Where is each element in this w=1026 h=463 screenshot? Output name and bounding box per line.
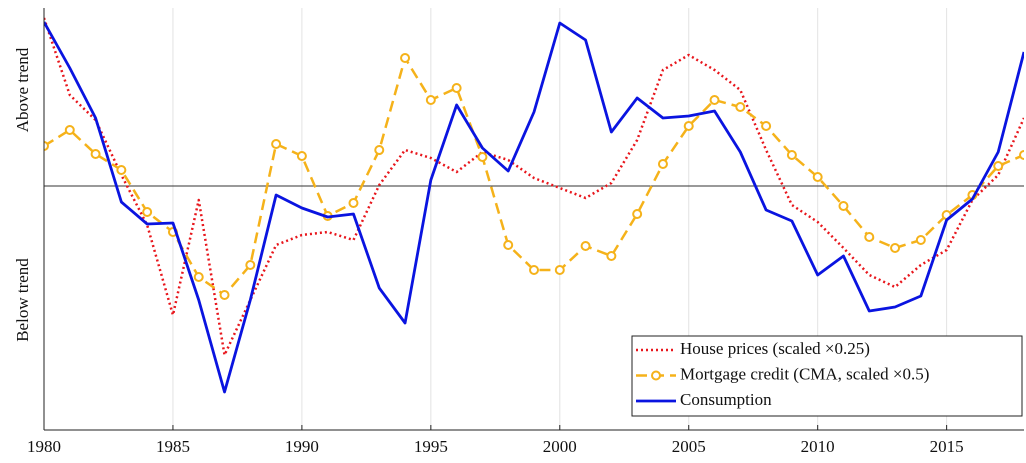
series-marker — [1019, 150, 1024, 160]
series-marker — [632, 209, 643, 219]
legend-box — [631, 335, 1023, 417]
series-marker — [90, 149, 101, 159]
x-tick-label: 2015 — [930, 437, 964, 456]
series-marker — [193, 272, 204, 282]
legend-label: Mortgage credit (CMA, scaled ×0.5) — [680, 364, 929, 383]
series-marker — [219, 290, 230, 300]
series-marker — [606, 251, 617, 261]
series-marker — [683, 121, 694, 131]
series-marker — [64, 125, 75, 135]
series-marker — [44, 141, 49, 151]
series-marker — [786, 150, 797, 160]
series-marker — [116, 165, 127, 175]
legend-label: Consumption — [680, 390, 772, 409]
x-tick-label: 1980 — [27, 437, 61, 456]
series-marker — [864, 232, 875, 242]
series-marker — [993, 161, 1004, 171]
series-marker — [348, 198, 359, 208]
series-marker — [142, 207, 153, 217]
series-marker — [709, 95, 720, 105]
y-label-below: Below trend — [13, 258, 32, 342]
series-marker — [503, 240, 514, 250]
series-line — [44, 56, 1024, 297]
series-marker — [374, 145, 385, 155]
series-marker — [529, 265, 539, 275]
series-marker — [812, 172, 823, 182]
x-tick-label: 1990 — [285, 437, 319, 456]
series-marker — [296, 151, 307, 161]
series-marker — [451, 83, 462, 93]
series-marker — [735, 102, 746, 112]
series-marker — [580, 241, 591, 251]
series-marker — [761, 121, 772, 131]
y-label-above: Above trend — [13, 47, 32, 132]
series-marker — [425, 95, 436, 105]
series-marker — [890, 243, 901, 253]
series-line — [44, 21, 1024, 394]
series-marker — [271, 139, 282, 149]
series-marker — [554, 265, 565, 275]
series-marker — [657, 159, 668, 169]
series-line — [44, 17, 1024, 357]
series-marker — [838, 201, 849, 211]
legend-marker — [651, 370, 661, 381]
series-marker — [915, 235, 926, 245]
x-tick-label: 1995 — [414, 437, 448, 456]
series-marker — [477, 152, 488, 162]
series-marker — [400, 53, 411, 63]
x-tick-label: 2000 — [543, 437, 577, 456]
legend-label: House prices (scaled ×0.25) — [680, 339, 870, 358]
series-marker — [245, 260, 256, 270]
x-tick-label: 2010 — [801, 437, 835, 456]
x-tick-label: 2005 — [672, 437, 706, 456]
x-tick-label: 1985 — [156, 437, 190, 456]
